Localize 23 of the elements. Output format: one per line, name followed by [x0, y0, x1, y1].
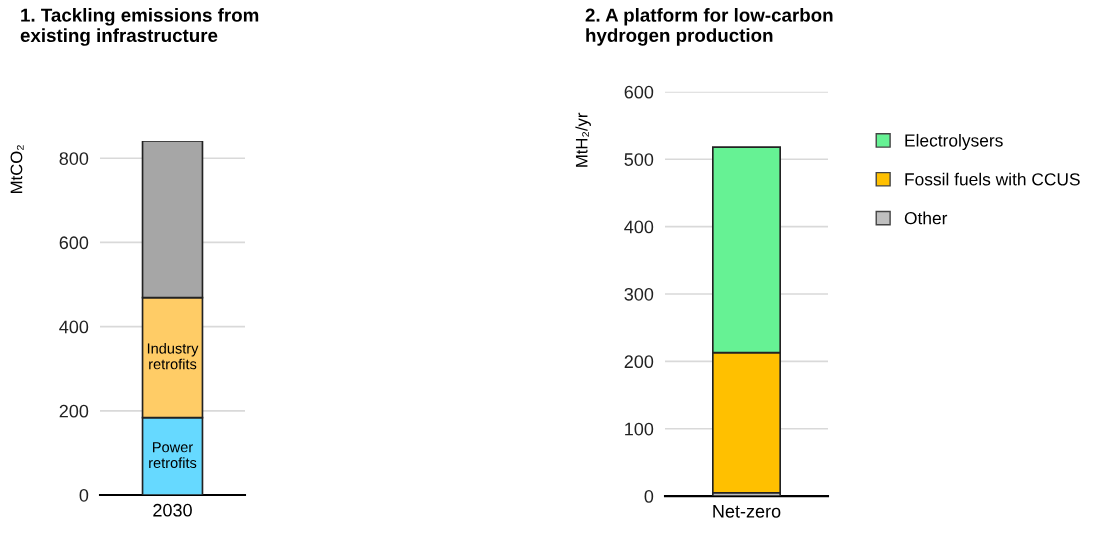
y-tick-label: 600	[59, 236, 89, 250]
y-tick-label: 0	[644, 490, 654, 503]
x-tick-label: Net-zero	[713, 505, 781, 518]
series-label: Industry retrofits	[147, 342, 199, 370]
y-axis-title: MtH₂/yr	[575, 112, 591, 167]
legend-label: Fossil fuels with CCUS	[905, 172, 1080, 186]
y-tick-label: 500	[624, 153, 654, 166]
series-label: Power retrofits	[149, 442, 197, 469]
y-tick-label: 100	[625, 422, 654, 436]
chart-title: 1. Tackling emissions from existing infrastructure	[20, 8, 259, 46]
y-tick-label: 400	[59, 320, 89, 334]
y-tick-label: 400	[624, 220, 654, 234]
legend-label: Electrolysers	[905, 133, 1003, 151]
y-tick-label: 0	[79, 488, 89, 502]
y-tick-label: 200	[59, 404, 89, 418]
y-tick-label: 200	[624, 355, 654, 369]
x-tick-label: 2030	[153, 503, 192, 517]
y-tick-label: 300	[624, 287, 654, 301]
y-axis-title: MtCO₂	[10, 145, 24, 193]
legend-label: Other	[904, 211, 948, 225]
y-tick-label: 800	[59, 152, 89, 165]
chart-title: 2. A platform for low-carbon hydrogen production	[585, 8, 833, 46]
y-tick-label: 600	[624, 85, 654, 99]
